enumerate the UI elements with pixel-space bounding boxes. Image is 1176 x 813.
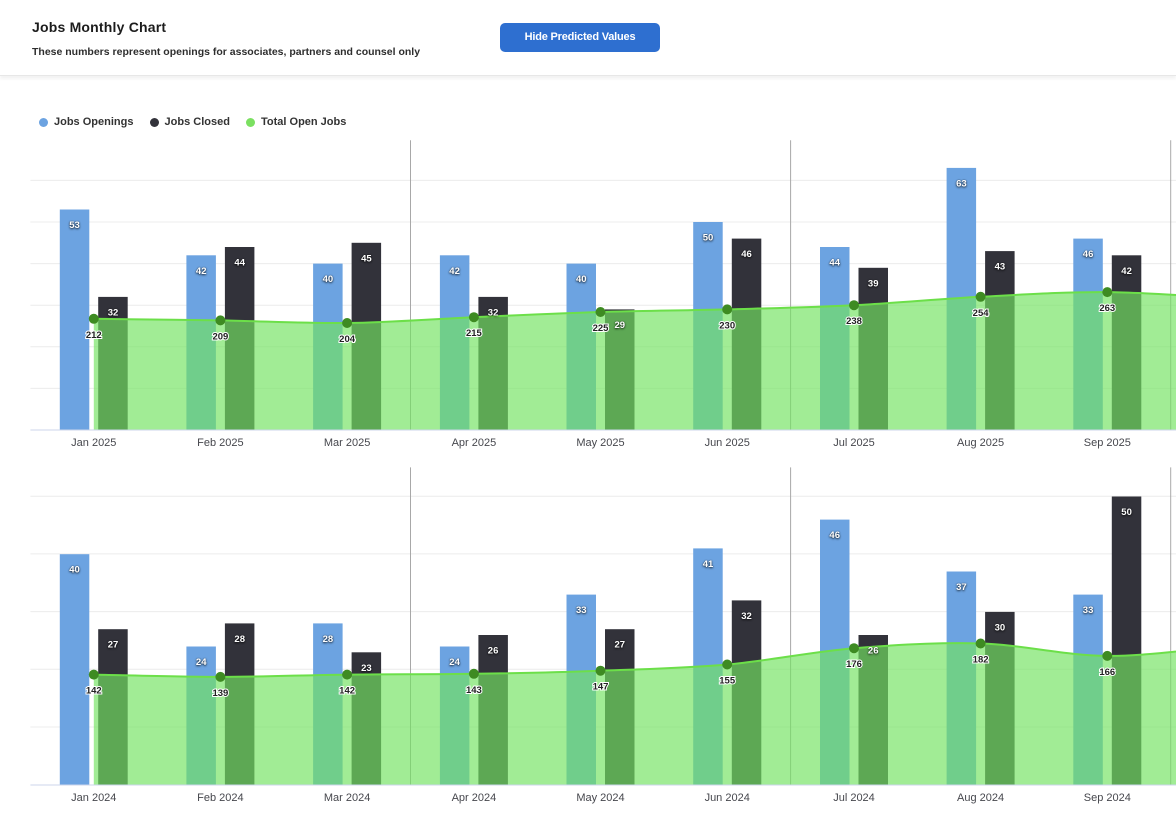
svg-text:May 2025: May 2025	[576, 437, 624, 449]
svg-text:142: 142	[339, 686, 355, 697]
svg-text:46: 46	[829, 530, 840, 541]
svg-text:143: 143	[466, 685, 482, 696]
svg-text:53: 53	[69, 220, 80, 231]
svg-text:263: 263	[1099, 303, 1115, 314]
svg-text:Jul 2024: Jul 2024	[833, 792, 875, 804]
svg-text:40: 40	[323, 274, 334, 285]
svg-text:Feb 2025: Feb 2025	[197, 437, 243, 449]
svg-text:37: 37	[956, 582, 967, 593]
svg-text:42: 42	[449, 266, 460, 277]
svg-text:43: 43	[995, 262, 1006, 273]
svg-text:50: 50	[703, 233, 714, 244]
svg-text:27: 27	[108, 640, 119, 651]
svg-text:254: 254	[973, 308, 990, 319]
svg-text:Apr 2024: Apr 2024	[452, 792, 497, 804]
svg-text:29: 29	[615, 320, 626, 331]
svg-text:46: 46	[1083, 249, 1094, 260]
svg-text:39: 39	[868, 278, 879, 289]
svg-text:32: 32	[108, 307, 119, 318]
svg-text:230: 230	[719, 320, 735, 331]
svg-text:Sep 2025: Sep 2025	[1084, 437, 1131, 449]
svg-text:40: 40	[69, 565, 80, 576]
svg-text:Apr 2025: Apr 2025	[452, 437, 497, 449]
svg-text:45: 45	[361, 253, 372, 264]
svg-text:215: 215	[466, 328, 483, 339]
svg-text:139: 139	[212, 688, 228, 699]
svg-text:27: 27	[615, 640, 626, 651]
svg-text:33: 33	[576, 605, 587, 616]
svg-text:155: 155	[719, 676, 736, 687]
svg-text:24: 24	[449, 657, 460, 668]
svg-text:212: 212	[86, 330, 102, 341]
svg-text:Aug 2025: Aug 2025	[957, 437, 1004, 449]
svg-text:24: 24	[196, 657, 207, 668]
svg-text:26: 26	[868, 646, 879, 657]
svg-text:209: 209	[212, 331, 228, 342]
svg-text:40: 40	[576, 274, 587, 285]
svg-text:147: 147	[593, 682, 609, 693]
svg-text:28: 28	[234, 634, 245, 645]
svg-text:Jan 2024: Jan 2024	[71, 792, 116, 804]
svg-text:41: 41	[703, 559, 714, 570]
svg-text:176: 176	[846, 659, 862, 670]
svg-text:Jun 2025: Jun 2025	[705, 437, 750, 449]
svg-text:142: 142	[86, 686, 102, 697]
svg-text:44: 44	[829, 258, 840, 269]
svg-text:225: 225	[593, 323, 610, 334]
svg-text:33: 33	[1083, 605, 1094, 616]
svg-text:Mar 2024: Mar 2024	[324, 792, 370, 804]
svg-text:182: 182	[973, 655, 989, 666]
svg-text:May 2024: May 2024	[576, 792, 624, 804]
svg-text:32: 32	[741, 611, 752, 622]
svg-text:42: 42	[196, 266, 207, 277]
svg-text:42: 42	[1121, 266, 1132, 277]
svg-text:Jun 2024: Jun 2024	[705, 792, 750, 804]
svg-text:50: 50	[1121, 507, 1132, 518]
svg-text:23: 23	[361, 663, 372, 674]
svg-text:30: 30	[995, 622, 1006, 633]
svg-text:204: 204	[339, 334, 356, 345]
svg-text:46: 46	[741, 249, 752, 260]
svg-text:28: 28	[323, 634, 334, 645]
svg-text:32: 32	[488, 307, 499, 318]
svg-text:238: 238	[846, 316, 862, 327]
svg-text:Jan 2025: Jan 2025	[71, 437, 116, 449]
svg-text:Mar 2025: Mar 2025	[324, 437, 370, 449]
svg-text:26: 26	[488, 646, 499, 657]
svg-text:Feb 2024: Feb 2024	[197, 792, 243, 804]
svg-text:Aug 2024: Aug 2024	[957, 792, 1004, 804]
svg-text:166: 166	[1099, 667, 1115, 678]
svg-text:Sep 2024: Sep 2024	[1084, 792, 1131, 804]
svg-text:Jul 2025: Jul 2025	[833, 437, 875, 449]
svg-text:63: 63	[956, 178, 967, 189]
svg-text:44: 44	[234, 258, 245, 269]
